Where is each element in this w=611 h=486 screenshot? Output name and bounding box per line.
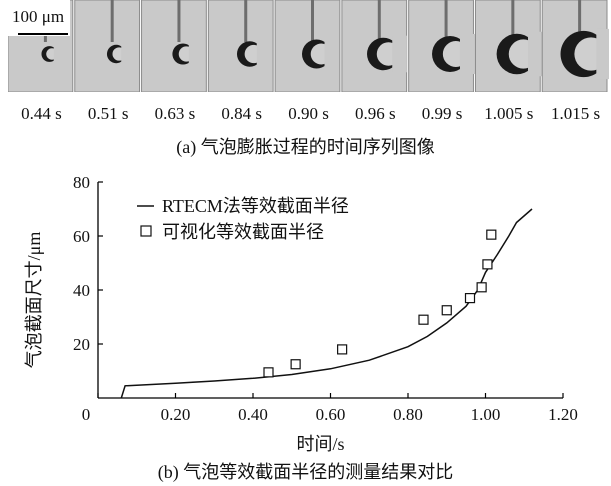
y-axis-label: 气泡截面尺寸/μm — [24, 232, 44, 369]
legend-label-rtecm: RTECM法等效截面半径 — [162, 196, 349, 216]
frame-time-label: 1.005 s — [484, 104, 534, 123]
scale-bar-label: 100 μm — [12, 7, 64, 26]
x-tick-label: 1.00 — [471, 405, 501, 424]
visual-data-point — [482, 259, 493, 270]
bubble-frame — [274, 0, 341, 92]
bubble-frame — [541, 0, 609, 92]
rtecm-series — [120, 208, 533, 399]
y-tick-label: 60 — [73, 227, 90, 246]
chart-caption: (b) 气泡等效截面半径的测量结果对比 — [157, 462, 454, 482]
radius-chart: 0 0.20 0.40 0.60 0.80 1.00 1.20 20 40 60 80 RTECM法… — [24, 173, 578, 454]
visual-data-point — [476, 282, 487, 293]
frame-time-label: 0.63 s — [154, 104, 196, 123]
visual-data-point — [337, 344, 348, 355]
x-tick-label: 0.60 — [316, 405, 346, 424]
bubble-frame — [474, 0, 547, 92]
visual-data-point — [486, 229, 497, 240]
bubble-frame — [74, 0, 141, 92]
rtecm-line — [120, 208, 533, 399]
bubble-frame — [408, 0, 477, 92]
visual-data-point — [418, 314, 429, 325]
bubble-frames — [8, 0, 609, 92]
visual-series — [263, 229, 497, 378]
x-tick-label: 0.80 — [393, 405, 423, 424]
visual-data-point — [290, 359, 301, 370]
x-tick-label: 0.20 — [161, 405, 191, 424]
frame-time-label: 0.44 s — [21, 104, 62, 123]
frame-time-label: 0.51 s — [87, 104, 129, 123]
frame-time-label: 0.99 s — [421, 104, 463, 123]
bubble-frame — [341, 0, 408, 92]
x-axis-label: 时间/s — [296, 434, 344, 454]
frame-time-label: 1.015 s — [551, 104, 601, 123]
visual-data-point — [441, 305, 452, 316]
y-tick-label: 40 — [73, 281, 90, 300]
bubble-frame — [141, 0, 207, 92]
bubble-image-strip: 100 μm — [8, 0, 609, 92]
y-tick-label: 20 — [73, 335, 90, 354]
x-tick-label: 0 — [82, 405, 91, 424]
bubble-frame — [207, 0, 274, 92]
frame-time-label: 0.90 s — [288, 104, 329, 123]
chart-axes: 0 0.20 0.40 0.60 0.80 1.00 1.20 20 40 60 80 — [73, 173, 578, 424]
legend-label-visual: 可视化等效截面半径 — [162, 222, 324, 242]
visual-data-point — [263, 367, 274, 378]
scale-bar-background — [8, 0, 70, 36]
visual-data-point — [464, 293, 476, 304]
image-strip-caption: (a) 气泡膨胀过程的时间序列图像 — [176, 137, 435, 157]
x-tick-label: 1.20 — [548, 405, 578, 424]
y-tick-label: 80 — [73, 173, 90, 192]
frame-time-label: 0.84 s — [221, 104, 263, 123]
x-tick-label: 0.40 — [238, 405, 268, 424]
legend-square-swatch — [140, 225, 152, 237]
frame-time-label: 0.96 s — [354, 104, 396, 123]
